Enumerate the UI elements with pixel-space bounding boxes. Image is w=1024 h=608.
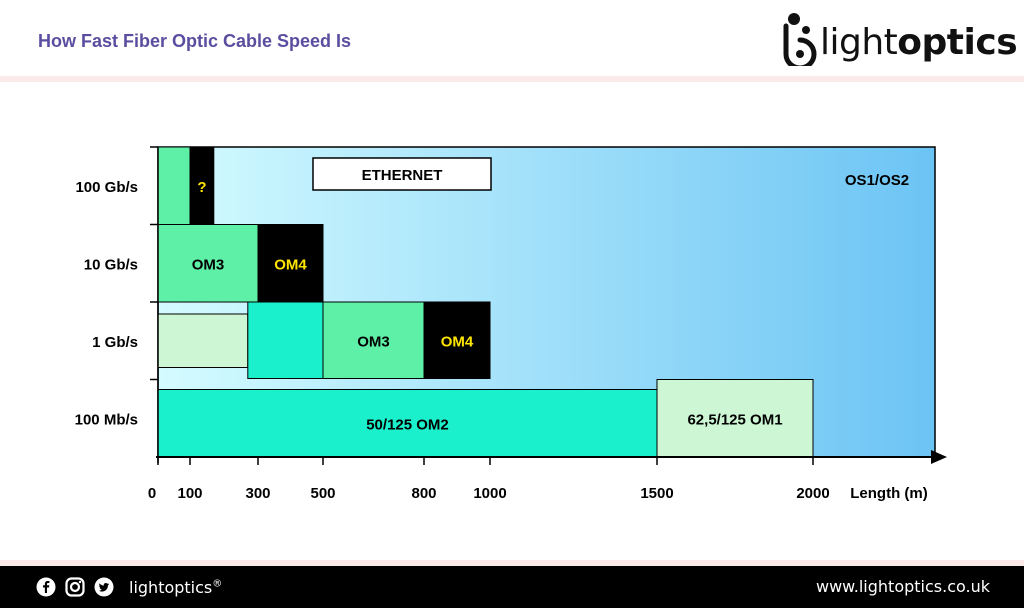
y-tick-label-0: 100 Mb/s bbox=[75, 411, 138, 428]
registered-mark: ® bbox=[212, 578, 223, 590]
bar-label-7: OM4 bbox=[441, 333, 474, 350]
brand-name-bold: optics bbox=[897, 22, 1018, 63]
bar-segment-4 bbox=[157, 313, 249, 368]
bar-segment-3 bbox=[257, 224, 324, 303]
x-tick-label-4: 800 bbox=[411, 485, 436, 502]
brand-logo: lightoptics bbox=[780, 10, 1018, 70]
y-tick-label-1: 1 Gb/s bbox=[92, 334, 138, 351]
x-tick-label-5: 1000 bbox=[473, 485, 506, 502]
social-handle[interactable]: lightoptics® bbox=[129, 578, 222, 597]
x-tick-label-7: 2000 bbox=[796, 485, 829, 502]
x-tick-label-6: 1500 bbox=[640, 485, 673, 502]
x-tick-label-0: 0 bbox=[148, 485, 156, 502]
x-axis-label: Length (m) bbox=[850, 485, 927, 502]
bar-label-3: OM4 bbox=[274, 256, 307, 273]
footer-divider bbox=[0, 560, 1024, 566]
bar-segment-7 bbox=[423, 301, 491, 379]
bar-label-8: 50/125 OM2 bbox=[366, 416, 449, 433]
bar-segment-2 bbox=[157, 224, 259, 303]
x-tick-label-1: 100 bbox=[177, 485, 202, 502]
background-label: OS1/OS2 bbox=[845, 172, 909, 189]
fiber-speed-chart: ? OM3 OM4 OM3 OM4 50/125 OM2 62,5/125 OM1 OS1/O… bbox=[75, 146, 947, 502]
y-tick-label-3: 100 Gb/s bbox=[75, 179, 138, 196]
facebook-icon[interactable] bbox=[36, 577, 56, 597]
social-handle-text: lightoptics bbox=[129, 577, 213, 597]
chart-container: ? OM3 OM4 OM3 OM4 50/125 OM2 62,5/125 OM1 OS1/O… bbox=[0, 90, 1024, 560]
header-divider bbox=[0, 76, 1024, 82]
bar-label-2: OM3 bbox=[192, 256, 225, 273]
bar-label-1: ? bbox=[197, 179, 206, 196]
x-axis-arrow bbox=[931, 450, 947, 464]
legend-box bbox=[312, 157, 492, 191]
x-tick-label-2: 300 bbox=[245, 485, 270, 502]
social-links: lightoptics® bbox=[36, 576, 222, 598]
y-tick-label-2: 10 Gb/s bbox=[84, 256, 138, 273]
bar-label-9: 62,5/125 OM1 bbox=[687, 411, 782, 428]
lightoptics-logo-icon bbox=[783, 13, 817, 66]
page-title: How Fast Fiber Optic Cable Speed Is bbox=[38, 31, 352, 51]
brand-name-light: light bbox=[820, 22, 898, 63]
footer: lightoptics® www.lightoptics.co.uk bbox=[0, 566, 1024, 608]
bar-segment-0 bbox=[157, 146, 191, 225]
bar-segment-5 bbox=[247, 301, 324, 379]
bar-label-6: OM3 bbox=[357, 333, 390, 350]
brand-name: lightoptics bbox=[820, 22, 1018, 63]
website-link[interactable]: www.lightoptics.co.uk bbox=[815, 577, 990, 596]
twitter-icon[interactable] bbox=[94, 577, 114, 597]
bar-segment-6 bbox=[322, 301, 425, 379]
header: How Fast Fiber Optic Cable Speed Is ligh… bbox=[0, 0, 1024, 78]
legend-box-label: ETHERNET bbox=[362, 167, 443, 184]
bar-segment-9 bbox=[656, 379, 814, 458]
instagram-icon[interactable] bbox=[65, 577, 85, 597]
x-tick-label-3: 500 bbox=[310, 485, 335, 502]
